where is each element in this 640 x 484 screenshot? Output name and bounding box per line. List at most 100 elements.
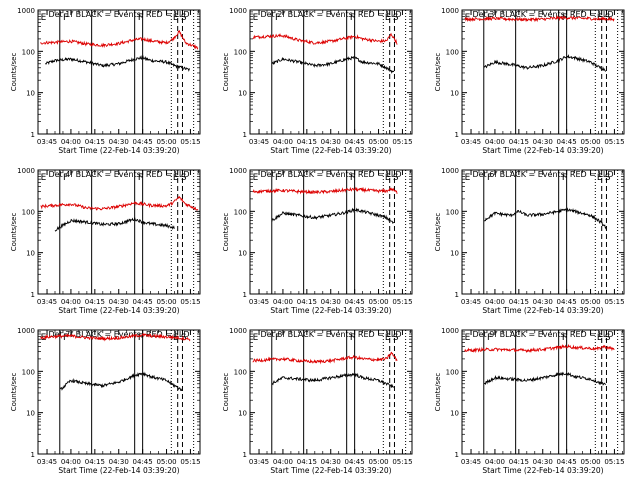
panel-2: Det 2f BLACK = Events, RED = LLD11010010… <box>222 7 413 155</box>
x-tick-label: 05:00 <box>368 298 388 306</box>
y-tick-label: 10 <box>450 410 459 418</box>
x-tick-label: 04:30 <box>109 458 129 466</box>
event-label: S <box>393 333 399 343</box>
y-tick-label: 1 <box>243 291 247 299</box>
event-label: S <box>393 13 399 23</box>
event-label: F <box>138 13 143 23</box>
x-tick-label: 03:45 <box>461 298 481 306</box>
y-tick-label: 1000 <box>441 167 459 175</box>
panel-7: Det 7f BLACK = Events, RED = LLD11010010… <box>10 327 201 475</box>
y-tick-label: 10 <box>238 250 247 258</box>
x-axis-title: Start Time (22-Feb-14 03:39:20) <box>58 466 179 475</box>
event-label: E <box>385 173 391 183</box>
x-tick-label: 04:15 <box>297 138 317 146</box>
y-tick-label: 10 <box>26 410 35 418</box>
y-axis-title: Counts/sec <box>434 53 442 92</box>
event-label: F <box>275 13 280 23</box>
x-tick-label: 04:15 <box>85 458 105 466</box>
y-tick-label: 1 <box>243 451 247 459</box>
x-tick-label: 04:30 <box>533 458 553 466</box>
x-axis-title: Start Time (22-Feb-14 03:39:20) <box>270 146 391 155</box>
x-tick-label: 03:45 <box>37 458 57 466</box>
x-tick-label: 04:15 <box>509 138 529 146</box>
event-label: S <box>181 13 187 23</box>
x-tick-label: 05:15 <box>180 138 200 146</box>
plot-frame <box>37 169 201 295</box>
x-tick-label: 04:00 <box>273 458 293 466</box>
x-tick-label: 04:30 <box>321 298 341 306</box>
x-axis-title: Start Time (22-Feb-14 03:39:20) <box>482 146 603 155</box>
y-tick-label: 100 <box>22 208 35 216</box>
plot-frame <box>249 169 413 295</box>
series-line-events <box>45 54 191 72</box>
x-tick-label: 04:30 <box>109 298 129 306</box>
y-tick-label: 100 <box>446 208 459 216</box>
x-tick-label: 03:45 <box>249 138 269 146</box>
event-label: F <box>63 13 68 23</box>
event-label: F <box>562 173 567 183</box>
event-label: S <box>393 173 399 183</box>
event-label: F <box>350 333 355 343</box>
panel-3: Det 3f BLACK = Events, RED = LLD11010010… <box>434 7 625 155</box>
y-tick-label: 10 <box>26 90 35 98</box>
y-tick-label: 1 <box>455 291 459 299</box>
event-label: F <box>275 333 280 343</box>
x-axis-title: Start Time (22-Feb-14 03:39:20) <box>482 306 603 315</box>
x-tick-label: 04:30 <box>321 138 341 146</box>
plot-frame <box>249 9 413 135</box>
event-label: E <box>41 13 47 23</box>
x-tick-label: 03:45 <box>461 138 481 146</box>
panel-5: Det 5f BLACK = Events, RED = LLD11010010… <box>222 167 413 315</box>
series-line-events <box>59 371 183 391</box>
x-axis-title: Start Time (22-Feb-14 03:39:20) <box>482 466 603 475</box>
y-tick-label: 1000 <box>229 167 247 175</box>
y-tick-label: 100 <box>446 368 459 376</box>
event-label: E <box>41 173 47 183</box>
y-tick-label: 100 <box>446 48 459 56</box>
event-label: E <box>253 333 259 343</box>
x-axis-title: Start Time (22-Feb-14 03:39:20) <box>58 146 179 155</box>
event-label: F <box>63 173 68 183</box>
y-tick-label: 10 <box>238 410 247 418</box>
x-axis-title: Start Time (22-Feb-14 03:39:20) <box>270 466 391 475</box>
y-tick-label: 10 <box>238 90 247 98</box>
x-tick-label: 04:45 <box>133 458 153 466</box>
y-tick-label: 1000 <box>441 7 459 15</box>
y-tick-label: 1 <box>31 131 35 139</box>
x-tick-label: 04:00 <box>273 298 293 306</box>
event-label: E <box>385 333 391 343</box>
x-tick-label: 05:15 <box>604 458 624 466</box>
event-label: F <box>350 13 355 23</box>
y-tick-label: 100 <box>22 368 35 376</box>
y-axis-title: Counts/sec <box>222 373 230 412</box>
x-tick-label: 04:00 <box>61 458 81 466</box>
x-tick-label: 04:00 <box>485 458 505 466</box>
x-tick-label: 05:15 <box>604 298 624 306</box>
plot-frame <box>37 329 201 455</box>
y-axis-title: Counts/sec <box>434 373 442 412</box>
x-tick-label: 05:00 <box>368 458 388 466</box>
event-label: F <box>138 173 143 183</box>
x-tick-label: 04:30 <box>109 138 129 146</box>
event-label: F <box>138 333 143 343</box>
x-tick-label: 04:15 <box>297 298 317 306</box>
event-label: S <box>181 173 187 183</box>
x-tick-label: 04:45 <box>345 138 365 146</box>
series-line-events <box>54 216 175 232</box>
x-tick-label: 05:00 <box>580 298 600 306</box>
y-tick-label: 100 <box>234 208 247 216</box>
event-label: S <box>181 333 187 343</box>
x-tick-label: 03:45 <box>37 298 57 306</box>
x-tick-label: 04:45 <box>557 138 577 146</box>
x-tick-label: 04:00 <box>61 298 81 306</box>
series-line-lld <box>40 29 199 50</box>
x-tick-label: 04:00 <box>485 138 505 146</box>
x-axis-title: Start Time (22-Feb-14 03:39:20) <box>270 306 391 315</box>
series-line-lld <box>464 343 615 354</box>
event-label: S <box>605 13 611 23</box>
event-label: S <box>605 173 611 183</box>
x-tick-label: 03:45 <box>249 298 269 306</box>
x-tick-label: 05:15 <box>604 138 624 146</box>
series-line-events <box>271 55 395 74</box>
